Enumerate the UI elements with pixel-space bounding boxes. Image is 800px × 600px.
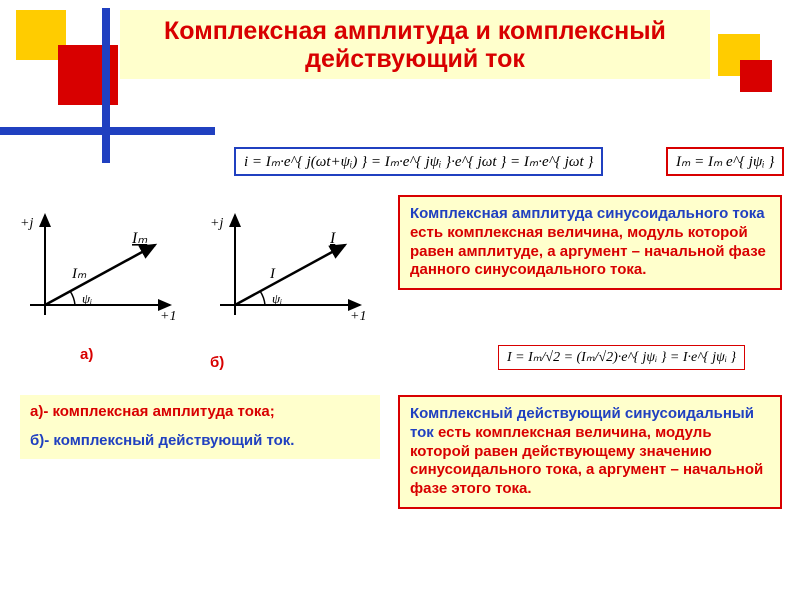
- def2-rest: есть комплексная величина, модуль которо…: [410, 424, 763, 497]
- svg-text:ψᵢ: ψᵢ: [272, 291, 282, 306]
- vector-diagram-svg: +j +1 Iₘ Iₘ ψᵢ +j +1 I I ψᵢ: [10, 205, 380, 335]
- legend-box: а)- комплексная амплитуда тока; б)- комп…: [20, 395, 380, 459]
- definition-rms: Комплексный действующий синусоидальный т…: [398, 395, 782, 509]
- svg-text:I: I: [329, 230, 336, 247]
- deco-bar-blue-horizontal: [0, 127, 215, 135]
- deco-square-red-2: [740, 60, 772, 92]
- svg-text:+1: +1: [160, 309, 176, 324]
- svg-text:Iₘ: Iₘ: [71, 266, 87, 282]
- vector-diagrams: +j +1 Iₘ Iₘ ψᵢ +j +1 I I ψᵢ: [10, 205, 380, 335]
- legend-b: б)- комплексный действующий ток.: [30, 432, 370, 451]
- formula-rms: I = Iₘ/√2 = (Iₘ/√2)·e^{ jψᵢ } = I·e^{ jψ…: [498, 345, 745, 370]
- def1-term: Комплексная амплитуда синусоидального то…: [410, 205, 765, 222]
- svg-text:I: I: [269, 266, 276, 282]
- svg-text:+j: +j: [20, 216, 33, 231]
- caption-a: а): [80, 346, 93, 363]
- deco-bar-blue-vertical: [102, 8, 110, 163]
- svg-text:Iₘ: Iₘ: [131, 230, 147, 247]
- def1-rest: есть комплексная величина, модуль которо…: [410, 224, 766, 279]
- caption-b: б): [210, 354, 224, 371]
- formula-amplitude-text: Iₘ = Iₘ e^{ jψᵢ }: [676, 154, 774, 170]
- svg-text:+j: +j: [210, 216, 223, 231]
- legend-a: а)- комплексная амплитуда тока;: [30, 403, 370, 422]
- definition-amplitude: Комплексная амплитуда синусоидального то…: [398, 195, 782, 290]
- svg-text:ψᵢ: ψᵢ: [82, 291, 92, 306]
- slide-title: Комплексная амплитуда и комплексный дейс…: [120, 10, 710, 79]
- svg-text:+1: +1: [350, 309, 366, 324]
- formula-rms-text: I = Iₘ/√2 = (Iₘ/√2)·e^{ jψᵢ } = I·e^{ jψ…: [507, 350, 736, 365]
- formula-main: i = Iₘ·e^{ j(ωt+ψᵢ) } = Iₘ·e^{ jψᵢ }·e^{…: [234, 147, 603, 176]
- formula-main-text: i = Iₘ·e^{ j(ωt+ψᵢ) } = Iₘ·e^{ jψᵢ }·e^{…: [244, 154, 593, 170]
- formula-amplitude: Iₘ = Iₘ e^{ jψᵢ }: [666, 147, 784, 176]
